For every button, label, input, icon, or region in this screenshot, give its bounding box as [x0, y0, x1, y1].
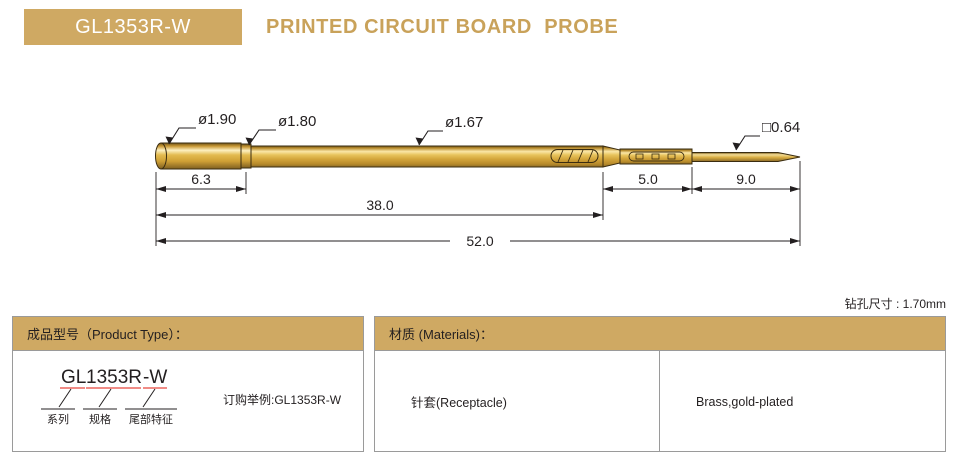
product-type-table: 成品型号（Product Type）： GL 1353R -W [12, 316, 364, 452]
probe-technical-drawing: ø1.90 ø1.80 ø1.67 □0.64 6.3 [0, 60, 958, 290]
page-title: PRINTED CIRCUIT BOARD PROBE [266, 16, 619, 38]
code-part-spec: 1353R [86, 367, 142, 388]
model-tag-label: GL1353R-W [75, 15, 191, 38]
page-header: GL1353R-W PRINTED CIRCUIT BOARD PROBE [0, 0, 958, 60]
dim-label-52-0: 52.0 [466, 233, 493, 249]
materials-table-row: 针套(Receptacle) Brass,gold-plated [375, 351, 945, 452]
product-type-table-header: 成品型号（Product Type）： [13, 317, 363, 351]
dimension-overall-length: 52.0 [156, 233, 800, 249]
product-code-breakdown-diagram: GL 1353R -W 系列 [41, 367, 177, 426]
code-label-spec: 规格 [89, 412, 111, 426]
model-tag: GL1353R-W [24, 9, 242, 45]
code-part-tail: -W [143, 367, 167, 388]
dimension-extension-lines [155, 161, 801, 246]
code-part-series: GL [61, 367, 86, 388]
probe-collar [240, 143, 252, 169]
probe-barrel [250, 145, 604, 168]
dim-label-38-0: 38.0 [366, 197, 393, 213]
materials-part-label: 针套(Receptacle) [411, 396, 507, 410]
product-type-header-label: 成品型号（Product Type）： [27, 327, 188, 342]
callout-arrowheads [165, 136, 740, 150]
drill-size-note: 钻孔尺寸 : 1.70mm [844, 297, 946, 311]
materials-table: 材质 (Materials)： 针套(Receptacle) Brass,gol… [374, 316, 946, 452]
probe-tail-pin [691, 152, 801, 162]
callout-collar-diameter: ø1.80 [278, 113, 316, 130]
materials-header-label: 材质 (Materials)： [389, 327, 494, 342]
probe-tail-body [619, 148, 693, 165]
dimension-barrel-length: 38.0 [156, 197, 603, 218]
probe-slot-window [550, 149, 599, 163]
dim-label-6-3: 6.3 [191, 171, 211, 187]
order-example-text: 订购举例:GL1353R-W [223, 393, 342, 407]
callout-head-diameter: ø1.90 [198, 111, 236, 128]
code-label-tail: 尾部特征 [129, 412, 173, 426]
dim-label-5-0: 5.0 [638, 171, 658, 187]
dim-label-9-0: 9.0 [736, 171, 756, 187]
product-type-table-body: GL 1353R -W 系列 [13, 351, 363, 452]
dimension-tail-pin: 9.0 [692, 171, 800, 192]
materials-material-label: Brass,gold-plated [696, 394, 794, 409]
materials-table-header: 材质 (Materials)： [375, 317, 945, 351]
probe-shoulder [602, 145, 621, 168]
dimension-head-length: 6.3 [156, 171, 246, 192]
materials-part-cell: 针套(Receptacle) [375, 351, 660, 452]
code-label-series: 系列 [47, 412, 69, 426]
probe-head [155, 142, 242, 170]
probe-drawing-svg: ø1.90 ø1.80 ø1.67 □0.64 6.3 [155, 111, 801, 249]
callout-leaders [168, 127, 760, 151]
dimension-tail-body: 5.0 [603, 171, 692, 192]
probe-body-group [155, 142, 801, 170]
callout-tail-square-size: □0.64 [762, 119, 800, 136]
materials-material-cell: Brass,gold-plated [660, 351, 945, 452]
code-leader-lines [58, 388, 156, 408]
callout-barrel-diameter: ø1.67 [445, 114, 483, 131]
